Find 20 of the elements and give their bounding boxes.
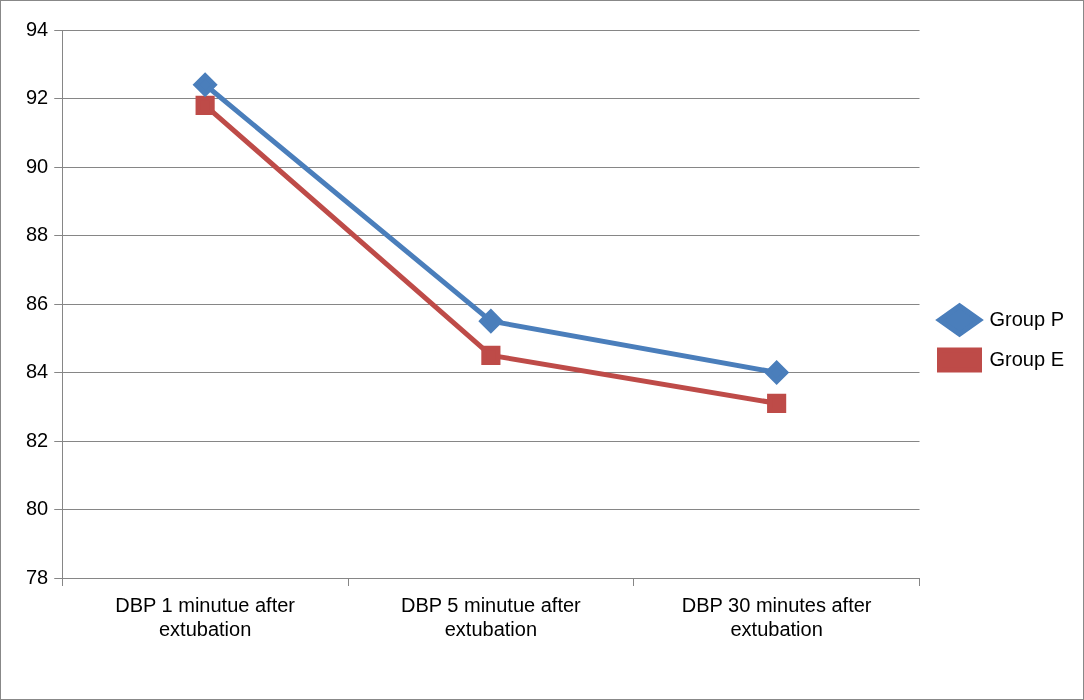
legend-label: Group P — [989, 307, 1064, 330]
y-tick-label: 86 — [26, 291, 49, 314]
y-tick-label: 88 — [26, 223, 49, 246]
x-tick-label: DBP 5 minutue after extubation — [401, 593, 582, 640]
y-tick-label: 80 — [26, 497, 49, 520]
y-tick-label: 92 — [26, 86, 49, 109]
y-tick-label: 78 — [26, 565, 49, 588]
point — [767, 393, 787, 413]
point — [479, 309, 503, 333]
x-tick-label: DBP 1 minutue after extubation — [115, 593, 296, 640]
point — [195, 95, 215, 115]
point — [765, 361, 789, 384]
y-tick-label: 84 — [26, 360, 49, 383]
x-tick-label: DBP 30 minutes after extubation — [681, 593, 872, 640]
y-tick-label: 82 — [26, 428, 49, 451]
y-tick-label: 94 — [26, 17, 49, 40]
point — [481, 345, 501, 365]
point — [193, 73, 217, 97]
y-tick-label: 90 — [26, 154, 49, 177]
legend-label: Group E — [989, 347, 1064, 370]
